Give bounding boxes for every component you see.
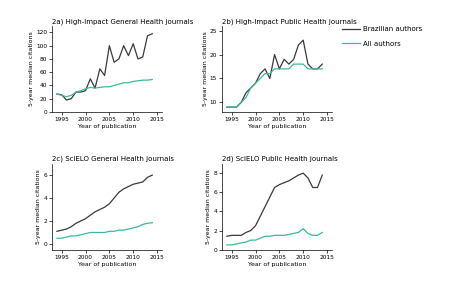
Y-axis label: 5-year median citations: 5-year median citations [36,169,41,244]
Y-axis label: 5-year median citations: 5-year median citations [29,32,34,106]
Text: 2d) SciELO Public Health journals: 2d) SciELO Public Health journals [222,156,338,162]
X-axis label: Year of publication: Year of publication [78,262,136,267]
Text: 2b) High-Impact Public Health journals: 2b) High-Impact Public Health journals [222,18,357,25]
Text: 2a) High-Impact General Health journals: 2a) High-Impact General Health journals [52,18,193,25]
X-axis label: Year of publication: Year of publication [78,124,136,129]
Text: 2c) SciELO General Health journals: 2c) SciELO General Health journals [52,156,174,162]
Y-axis label: 5-year median citations: 5-year median citations [207,169,211,244]
X-axis label: Year of publication: Year of publication [248,262,306,267]
Y-axis label: 5-year median citations: 5-year median citations [203,32,208,106]
X-axis label: Year of publication: Year of publication [248,124,306,129]
Legend: Brazilian authors, All authors: Brazilian authors, All authors [341,25,424,48]
